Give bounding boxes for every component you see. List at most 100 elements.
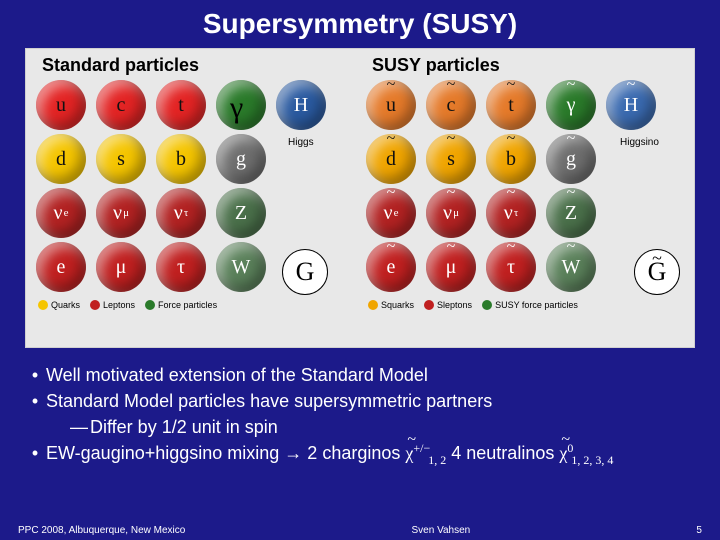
- susy-particle-0-4: ~H: [606, 80, 656, 130]
- legend-label: SUSY force particles: [495, 300, 578, 310]
- tilde-icon: ~: [447, 190, 456, 196]
- bullet-3-mid: 4 neutralinos: [451, 443, 559, 463]
- tilde-icon: ~: [567, 190, 576, 196]
- sm-particle-0-4: H: [276, 80, 326, 130]
- footer-right: 5: [696, 525, 702, 536]
- bullet-dot-icon: •: [24, 440, 46, 469]
- sm-particle-2-1: νμ: [96, 188, 146, 238]
- legend-label: Sleptons: [437, 300, 472, 310]
- sm-particle-1-1: s: [96, 134, 146, 184]
- tilde-icon: ~: [567, 136, 576, 142]
- tilde-icon: ~: [447, 136, 456, 142]
- legend-item: Sleptons: [424, 300, 472, 310]
- tilde-icon: ~: [507, 136, 516, 142]
- legend-item: Force particles: [145, 300, 217, 310]
- susy-particle-1-3: ~g: [546, 134, 596, 184]
- sm-particle-0-0: u: [36, 80, 86, 130]
- graviton-overlay: G: [282, 249, 328, 295]
- legend-item: SUSY force particles: [482, 300, 578, 310]
- susy-particle-3-2: ~τ: [486, 242, 536, 292]
- bullet-dot-icon: •: [24, 362, 46, 388]
- sm-particle-2-0: νe: [36, 188, 86, 238]
- susy-particle-2-1: ~νμ: [426, 188, 476, 238]
- susy-particle-1-0: ~d: [366, 134, 416, 184]
- susy-particle-3-0: ~e: [366, 242, 416, 292]
- chi-tilde-1: ~: [407, 428, 416, 451]
- higgs-label: Higgs: [288, 137, 314, 148]
- tilde-icon: ~: [627, 82, 636, 88]
- legend-dot-icon: [482, 300, 492, 310]
- sm-particle-3-2: τ: [156, 242, 206, 292]
- susy-particle-2-2: ~ντ: [486, 188, 536, 238]
- standard-panel-title: Standard particles: [36, 53, 354, 80]
- legend-dot-icon: [368, 300, 378, 310]
- tilde-icon: ~: [507, 82, 516, 88]
- legend-item: Squarks: [368, 300, 414, 310]
- legend-dot-icon: [424, 300, 434, 310]
- tilde-icon: ~: [387, 136, 396, 142]
- neutralino-symbol: ~ χ01, 2, 3, 4: [559, 440, 613, 469]
- susy-particle-0-2: ~t: [486, 80, 536, 130]
- bullet-2a: — Differ by 1/2 unit in spin: [68, 414, 696, 440]
- sm-particle-1-3: g: [216, 134, 266, 184]
- legend-item: Quarks: [38, 300, 80, 310]
- chi-tilde-2: ~: [561, 428, 570, 451]
- tilde-icon: ~: [447, 82, 456, 88]
- legend-dot-icon: [145, 300, 155, 310]
- susy-particle-0-0: ~u: [366, 80, 416, 130]
- bullet-dot-icon: •: [24, 388, 46, 414]
- chi2-sub: 1, 2, 3, 4: [571, 453, 613, 467]
- bullet-2: • Standard Model particles have supersym…: [24, 388, 696, 414]
- tilde-icon: ~: [567, 82, 576, 88]
- sm-particle-0-1: c: [96, 80, 146, 130]
- higgsino-label: Higgsino: [620, 137, 659, 148]
- susy-particle-1-2: ~b: [486, 134, 536, 184]
- bullet-2a-text: Differ by 1/2 unit in spin: [90, 414, 278, 440]
- susy-particle-3-3: ~W: [546, 242, 596, 292]
- dash-icon: —: [68, 414, 90, 440]
- tilde-icon: ~: [387, 82, 396, 88]
- legend-dot-icon: [38, 300, 48, 310]
- bullet-3-text: EW-gaugino+higgsino mixing → 2 charginos…: [46, 440, 613, 469]
- susy-particle-1-1: ~s: [426, 134, 476, 184]
- chargino-symbol: ~ χ+/−1, 2: [405, 440, 446, 469]
- bullet-1-text: Well motivated extension of the Standard…: [46, 362, 428, 388]
- bullet-3-pre: EW-gaugino+higgsino mixing → 2 charginos: [46, 443, 405, 463]
- sm-particle-2-3: Z: [216, 188, 266, 238]
- bullet-3: • EW-gaugino+higgsino mixing → 2 chargin…: [24, 440, 696, 469]
- sm-particle-0-2: t: [156, 80, 206, 130]
- susy-panel-title: SUSY particles: [366, 53, 684, 80]
- sm-particle-2-2: ντ: [156, 188, 206, 238]
- footer-left: PPC 2008, Albuquerque, New Mexico: [18, 525, 185, 536]
- tilde-icon: ~: [507, 244, 516, 250]
- susy-particle-0-1: ~c: [426, 80, 476, 130]
- footer-center: Sven Vahsen: [412, 525, 471, 536]
- legend-label: Force particles: [158, 300, 217, 310]
- sm-particle-3-0: e: [36, 242, 86, 292]
- susy-particle-2-0: ~νe: [366, 188, 416, 238]
- susy-panel: SUSY particles ~u~c~t~γ~H~d~s~b~g~νe~νμ~…: [360, 53, 690, 343]
- susy-particle-2-3: ~Z: [546, 188, 596, 238]
- slide-title: Supersymmetry (SUSY): [0, 0, 720, 40]
- sm-particle-1-2: b: [156, 134, 206, 184]
- standard-panel: Standard particles uctHdsbgνeνμντZeμτW Q…: [30, 53, 360, 343]
- gravitino-tilde: ~: [652, 248, 662, 269]
- chi1-sub: 1, 2: [428, 453, 446, 467]
- legend-item: Leptons: [90, 300, 135, 310]
- tilde-icon: ~: [387, 190, 396, 196]
- bullet-1: • Well motivated extension of the Standa…: [24, 362, 696, 388]
- standard-legend: Quarks Leptons Force particles: [36, 294, 354, 310]
- particle-figure: Standard particles uctHdsbgνeνμντZeμτW Q…: [25, 48, 695, 348]
- legend-label: Quarks: [51, 300, 80, 310]
- tilde-icon: ~: [507, 190, 516, 196]
- legend-dot-icon: [90, 300, 100, 310]
- legend-label: Squarks: [381, 300, 414, 310]
- tilde-icon: ~: [387, 244, 396, 250]
- sm-particle-3-3: W: [216, 242, 266, 292]
- bullet-list: • Well motivated extension of the Standa…: [24, 362, 696, 469]
- susy-particle-0-3: ~γ: [546, 80, 596, 130]
- gravitino-overlay: ~ G: [634, 249, 680, 295]
- legend-label: Leptons: [103, 300, 135, 310]
- bullet-2-text: Standard Model particles have supersymme…: [46, 388, 492, 414]
- graviton-label: G: [296, 257, 315, 287]
